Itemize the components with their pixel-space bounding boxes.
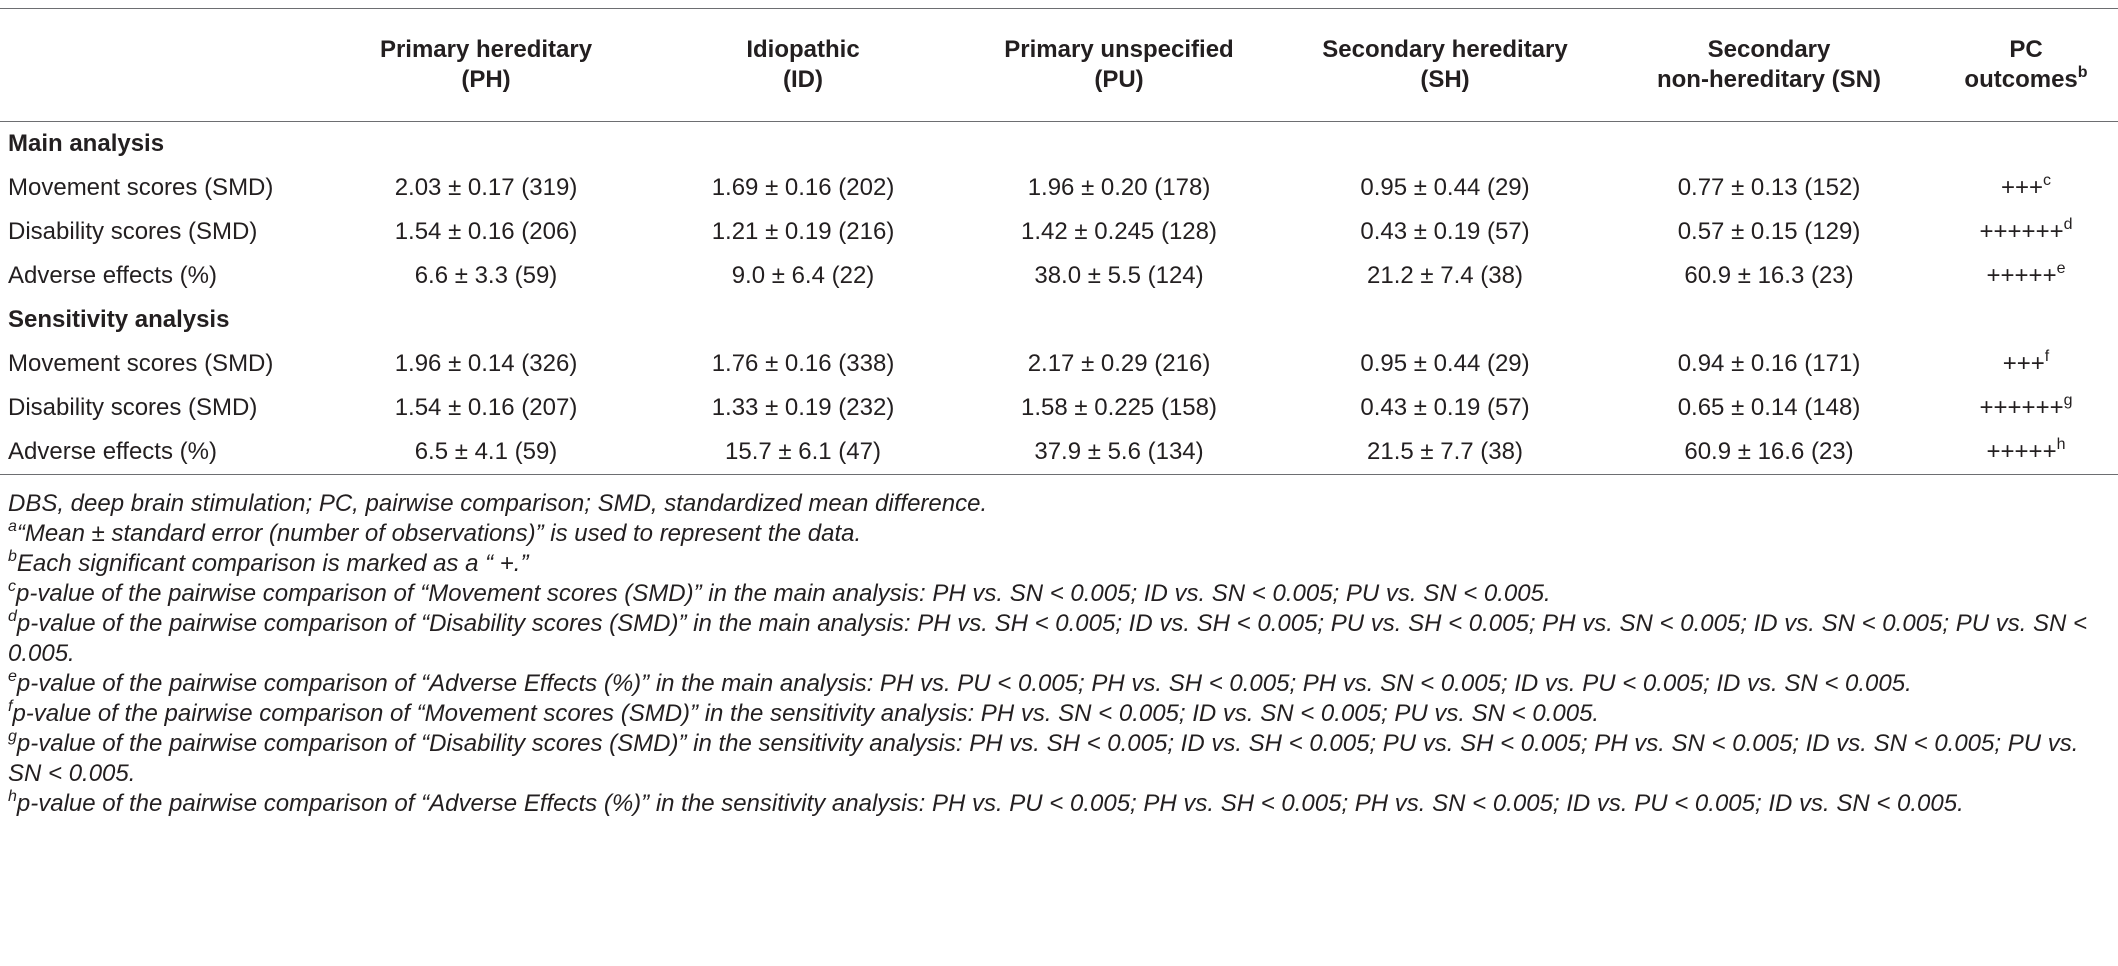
header-sn: Secondary non-hereditary (SN)	[1604, 8, 1934, 122]
header-id: Idiopathic (ID)	[654, 8, 952, 122]
cell-sh: 21.5 ± 7.7 (38)	[1286, 430, 1604, 475]
cell-pc: ++++++g	[1979, 392, 2073, 422]
cell-sh: 0.43 ± 0.19 (57)	[1360, 218, 1530, 245]
header-pu: Primary unspecified (PU)	[952, 8, 1286, 122]
footnote: cp-value of the pairwise comparison of “…	[8, 578, 1551, 608]
footnote: fp-value of the pairwise comparison of “…	[8, 698, 1600, 728]
cell-ph: 2.03 ± 0.17 (319)	[394, 174, 578, 201]
cell-pc: ++++++d	[1979, 216, 2073, 246]
cell-id: 15.7 ± 6.1 (47)	[654, 430, 952, 475]
cell-sh: 0.95 ± 0.44 (29)	[1360, 174, 1530, 201]
section-header: Main analysis	[8, 130, 165, 157]
cell-id: 1.33 ± 0.19 (232)	[711, 394, 895, 421]
header-pc-outcomes: PC outcomesb	[1934, 8, 2118, 122]
cell-sn: 60.9 ± 16.6 (23)	[1604, 430, 1934, 475]
cell-sh: 0.95 ± 0.44 (29)	[1360, 350, 1530, 377]
footnote: dp-value of the pairwise comparison of “…	[8, 608, 2088, 668]
cell-pu: 2.17 ± 0.29 (216)	[1027, 350, 1211, 377]
footnote-abbreviations: DBS, deep brain stimulation; PC, pairwis…	[8, 490, 988, 517]
cell-pc: +++++h	[1934, 430, 2118, 475]
section-header: Sensitivity analysis	[8, 306, 230, 333]
header-ph: Primary hereditary (PH)	[318, 8, 654, 122]
cell-pu: 1.96 ± 0.20 (178)	[1027, 174, 1211, 201]
cell-pc: +++++e	[1986, 260, 2066, 290]
footnote: gp-value of the pairwise comparison of “…	[8, 728, 2079, 788]
cell-ph: 1.96 ± 0.14 (326)	[394, 350, 578, 377]
cell-sh: 21.2 ± 7.4 (38)	[1367, 262, 1523, 289]
cell-sn: 0.65 ± 0.14 (148)	[1677, 394, 1861, 421]
table-row: Disability scores (SMD) 1.54 ± 0.16 (207…	[0, 386, 2118, 430]
row-label: Movement scores (SMD)	[8, 350, 274, 377]
row-label: Disability scores (SMD)	[8, 218, 258, 245]
cell-pu: 1.58 ± 0.225 (158)	[1021, 394, 1217, 421]
cell-id: 1.69 ± 0.16 (202)	[711, 174, 895, 201]
footnote: a“Mean ± standard error (number of obser…	[8, 518, 862, 548]
cell-sn: 0.57 ± 0.15 (129)	[1677, 218, 1861, 245]
header-sh: Secondary hereditary (SH)	[1286, 8, 1604, 122]
table-row: Adverse effects (%) 6.5 ± 4.1 (59) 15.7 …	[0, 430, 2118, 475]
footnote: hp-value of the pairwise comparison of “…	[8, 788, 1964, 818]
table-row: Adverse effects (%) 6.6 ± 3.3 (59) 9.0 ±…	[0, 254, 2118, 298]
cell-sn: 60.9 ± 16.3 (23)	[1684, 262, 1854, 289]
cell-pc: +++f	[2002, 348, 2050, 378]
cell-ph: 6.5 ± 4.1 (59)	[318, 430, 654, 475]
row-label: Adverse effects (%)	[0, 430, 318, 475]
cell-ph: 1.54 ± 0.16 (207)	[394, 394, 578, 421]
cell-ph: 1.54 ± 0.16 (206)	[394, 218, 578, 245]
table-row: Movement scores (SMD) 1.96 ± 0.14 (326) …	[0, 342, 2118, 386]
table-row: Disability scores (SMD) 1.54 ± 0.16 (206…	[0, 210, 2118, 254]
cell-pu: 37.9 ± 5.6 (134)	[952, 430, 1286, 475]
cell-sn: 0.77 ± 0.13 (152)	[1677, 174, 1861, 201]
cell-pc: +++c	[2000, 172, 2052, 202]
footnote: bEach significant comparison is marked a…	[8, 548, 529, 578]
header-blank	[0, 8, 318, 122]
table-footnotes: DBS, deep brain stimulation; PC, pairwis…	[8, 489, 2108, 819]
footnote: ep-value of the pairwise comparison of “…	[8, 668, 1912, 698]
cell-id: 1.21 ± 0.19 (216)	[711, 218, 895, 245]
cell-pu: 1.42 ± 0.245 (128)	[1021, 218, 1217, 245]
row-label: Movement scores (SMD)	[8, 174, 274, 201]
cell-sn: 0.94 ± 0.16 (171)	[1677, 350, 1861, 377]
row-label: Disability scores (SMD)	[8, 394, 258, 421]
cell-sh: 0.43 ± 0.19 (57)	[1360, 394, 1530, 421]
cell-id: 9.0 ± 6.4 (22)	[731, 262, 875, 289]
cell-pu: 38.0 ± 5.5 (124)	[1034, 262, 1204, 289]
results-table: Primary hereditary (PH) Idiopathic (ID) Pr…	[0, 8, 2118, 475]
cell-id: 1.76 ± 0.16 (338)	[711, 350, 895, 377]
table-row: Movement scores (SMD) 2.03 ± 0.17 (319) …	[0, 166, 2118, 210]
cell-ph: 6.6 ± 3.3 (59)	[414, 262, 558, 289]
header-row: Primary hereditary (PH) Idiopathic (ID) Pr…	[0, 8, 2118, 122]
row-label: Adverse effects (%)	[8, 262, 217, 289]
